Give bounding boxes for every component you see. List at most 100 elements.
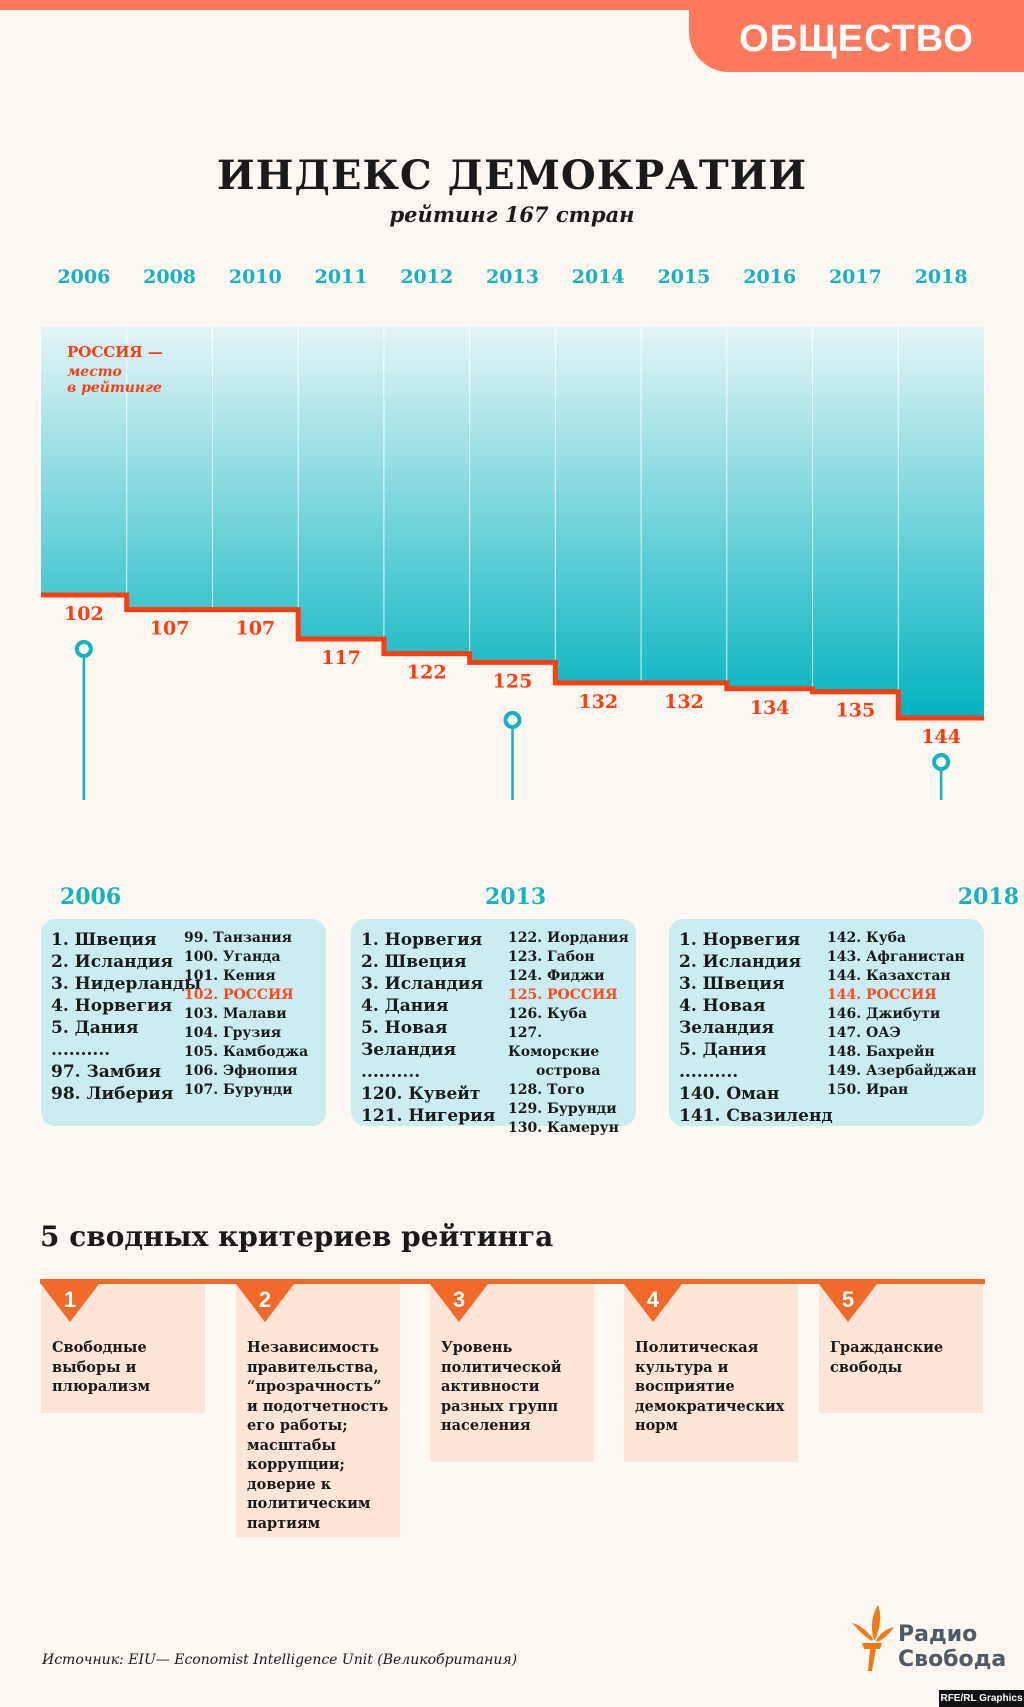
list-item: 99. Танзания <box>184 930 292 946</box>
list-item: 147. ОАЭ <box>827 1025 901 1041</box>
bar-2016 <box>726 327 813 689</box>
top-countries: 1. Швеция 2. Исландия 3. Нидерланды 4. Норв… <box>51 929 201 1105</box>
legend-title: РОССИЯ — <box>67 343 163 361</box>
criteria-divider <box>40 1279 985 1284</box>
criterion-number: 2 <box>258 1287 272 1312</box>
list-item: 140. Оман <box>679 1084 780 1104</box>
criterion-4: 4 Политическая культура и восприятие демо… <box>624 1284 798 1462</box>
criterion-number: 3 <box>452 1287 466 1312</box>
marker-circle-2013 <box>503 711 522 729</box>
list-item: 2. Исландия <box>679 952 802 972</box>
list-item: 5. Новая <box>361 1018 448 1038</box>
list-item: Зеландия <box>361 1040 457 1060</box>
criterion-5: 5 Гражданские свободы <box>819 1284 983 1413</box>
list-item: 149. Азербайджан <box>827 1063 977 1079</box>
list-year-2013: 2013 <box>485 884 547 910</box>
list-item: 103. Малави <box>184 1006 287 1022</box>
list-item: 98. Либерия <box>51 1084 174 1104</box>
list-item: 106. Эфиопия <box>184 1063 298 1079</box>
list-item: 101. Кения <box>184 968 276 984</box>
neighbor-countries: 122. Иордания 123. Габон 124. Фиджи 125. РО… <box>508 929 636 1138</box>
bar-2010 <box>212 327 299 610</box>
bar-2012 <box>383 327 470 654</box>
rank-label: 117 <box>321 647 361 669</box>
triangle-marker-icon <box>430 1284 488 1322</box>
year-label: 2008 <box>143 266 196 288</box>
list-item: 2. Исландия <box>51 952 174 972</box>
criterion-number: 4 <box>646 1287 660 1312</box>
list-year-2006: 2006 <box>60 884 122 910</box>
legend-subtitle: в рейтинге <box>67 379 162 396</box>
year-label: 2014 <box>572 266 625 288</box>
triangle-marker-icon <box>819 1284 877 1322</box>
list-item: .......... <box>679 1062 739 1082</box>
rank-label: 134 <box>750 697 790 719</box>
rank-label: 107 <box>150 618 190 640</box>
list-item: 4. Дания <box>361 996 449 1016</box>
year-label: 2013 <box>486 266 539 288</box>
list-item: 1. Норвегия <box>679 930 801 950</box>
year-label: 2018 <box>915 266 968 288</box>
ranking-list-2006: 1. Швеция 2. Исландия 3. Нидерланды 4. Норв… <box>41 919 326 1126</box>
list-item: 144. Казахстан <box>827 968 951 984</box>
bar-2018 <box>898 327 984 719</box>
bar-2011 <box>298 327 384 639</box>
criterion-text: Свободные выборы и плюрализм <box>52 1339 151 1395</box>
list-item: 123. Габон <box>508 949 595 965</box>
year-label: 2015 <box>658 266 711 288</box>
russia-list-item: 102. РОССИЯ <box>184 987 294 1003</box>
top-countries: 1. Норвегия 2. Швеция 3. Исландия 4. Дания 5… <box>361 929 495 1127</box>
ranking-list-2013: 1. Норвегия 2. Швеция 3. Исландия 4. Дания 5… <box>351 919 636 1136</box>
criterion-3: 3 Уровень политической активности разных … <box>430 1284 594 1462</box>
logo-text: Радио Свобода <box>898 1622 1006 1672</box>
page-subtitle: рейтинг 167 стран <box>389 202 635 227</box>
criterion-number: 5 <box>841 1287 855 1312</box>
bar-2013 <box>469 327 556 663</box>
section-tag: ОБЩЕСТВО <box>689 0 1024 72</box>
graphics-credit: RFE/RL Graphics <box>939 1690 1024 1707</box>
list-item: 121. Нигерия <box>361 1106 496 1126</box>
triangle-marker-icon <box>624 1284 682 1322</box>
russia-list-item: 144. РОССИЯ <box>827 987 937 1003</box>
list-item: 150. Иран <box>827 1082 909 1098</box>
criterion-text: Уровень политической активности разных г… <box>441 1339 562 1434</box>
bar-2006 <box>41 327 127 595</box>
criterion-text: Политическая культура и восприятие демок… <box>635 1339 785 1434</box>
marker-circle-2018 <box>932 753 951 771</box>
torch-logo-icon <box>852 1605 894 1671</box>
rank-label: 125 <box>493 670 533 692</box>
criterion-1: 1 Свободные выборы и плюрализм <box>41 1284 205 1413</box>
list-item: 129. Бурунди <box>508 1101 617 1117</box>
rank-label: 107 <box>235 618 275 640</box>
list-item: 128. Того <box>508 1082 585 1098</box>
triangle-marker-icon <box>236 1284 294 1322</box>
neighbor-countries: 99. Танзания 100. Уганда 101. Кения 102. РО… <box>184 929 308 1100</box>
rank-label: 132 <box>578 691 618 713</box>
list-item: 122. Иордания <box>508 930 629 946</box>
bar-2014 <box>555 327 642 683</box>
rank-step-chart: 2006 102 2008 107 2010 107 2011 117 2012 122 2013 1… <box>41 266 984 800</box>
list-item: 5. Дания <box>51 1018 139 1038</box>
list-item: 130. Камерун <box>508 1120 619 1136</box>
list-item: 4. Новая <box>679 996 766 1016</box>
list-item: 124. Фиджи <box>508 968 605 984</box>
list-item: 146. Джибути <box>827 1006 941 1022</box>
list-item: 104. Грузия <box>184 1025 282 1041</box>
rank-label: 122 <box>407 662 447 684</box>
neighbor-countries: 142. Куба 143. Афганистан 144. Казахстан 14… <box>827 929 977 1100</box>
list-item: 3. Исландия <box>361 974 484 994</box>
list-item: .......... <box>361 1062 421 1082</box>
year-label: 2017 <box>829 266 882 288</box>
year-label: 2011 <box>315 266 368 288</box>
criterion-text: Независимость правительства, “прозрачнос… <box>247 1339 389 1532</box>
marker-circle-2006 <box>74 640 93 658</box>
list-item: 3. Нидерланды <box>51 974 202 994</box>
bar-2008 <box>126 327 213 610</box>
logo-line-1: Радио <box>898 1622 978 1647</box>
list-item: 127. Коморские <box>508 1025 600 1060</box>
list-item: 142. Куба <box>827 930 907 946</box>
criteria-title: 5 сводных критериев рейтинга <box>40 1220 554 1253</box>
criterion-number: 1 <box>63 1287 77 1312</box>
triangle-marker-icon <box>41 1284 99 1322</box>
top-bar <box>0 0 1024 10</box>
